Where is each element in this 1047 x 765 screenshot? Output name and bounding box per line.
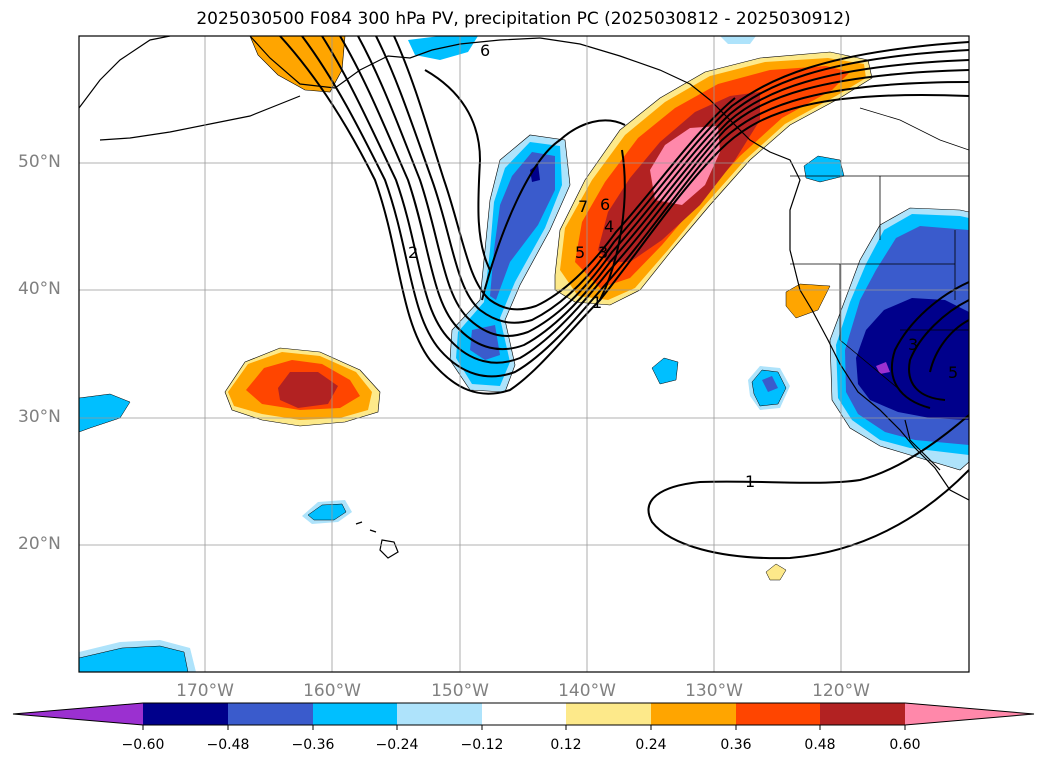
contour-label: 1 bbox=[745, 472, 755, 491]
negative-anomaly-california bbox=[829, 207, 969, 471]
negative-anomaly-bottom-left bbox=[79, 640, 196, 672]
lon-label-140w: 140°W bbox=[558, 681, 616, 701]
contour-label: 1 bbox=[592, 293, 602, 312]
colorbar-tick-label: −0.24 bbox=[375, 737, 419, 753]
contour-label: 4 bbox=[604, 217, 614, 236]
contour-label: 6 bbox=[600, 195, 610, 214]
positive-anomaly-alaska bbox=[249, 36, 346, 93]
lon-label-170w: 170°W bbox=[176, 681, 234, 701]
lat-label-20n: 20°N bbox=[18, 534, 61, 554]
colorbar-tick-label: 0.36 bbox=[720, 737, 752, 753]
lon-label-120w: 120°W bbox=[812, 681, 870, 701]
lat-label-40n: 40°N bbox=[18, 279, 61, 299]
colorbar-extend-low bbox=[13, 703, 143, 725]
colorbar-tick-label: −0.36 bbox=[291, 737, 335, 753]
colorbar-tick-label: −0.12 bbox=[460, 737, 504, 753]
contour-label: 3 bbox=[908, 335, 918, 354]
plot-frame bbox=[78, 35, 970, 673]
contour-label: 5 bbox=[948, 363, 958, 382]
lat-label-30n: 30°N bbox=[18, 407, 61, 427]
pv-contour-labels: 6 2 7 6 5 4 3 1 1 5 3 bbox=[408, 41, 958, 491]
gridlines bbox=[79, 36, 969, 672]
colorbar-tick-label: −0.48 bbox=[206, 737, 250, 753]
lon-label-150w: 150°W bbox=[431, 681, 489, 701]
lat-label-50n: 50°N bbox=[18, 152, 61, 172]
contour-label: 3 bbox=[598, 243, 608, 262]
colorbar-tick-label: −0.60 bbox=[121, 737, 165, 753]
lon-label-130w: 130°W bbox=[685, 681, 743, 701]
lon-label-160w: 160°W bbox=[303, 681, 361, 701]
colorbar-tick-label: 0.12 bbox=[550, 737, 582, 753]
contour-label: 5 bbox=[575, 243, 585, 262]
pv-contours bbox=[279, 36, 969, 560]
colorbar bbox=[12, 702, 1035, 730]
positive-anomaly-subtropical bbox=[224, 347, 381, 427]
negative-anomaly-hawaii bbox=[302, 500, 352, 524]
colorbar-tick-label: 0.60 bbox=[889, 737, 921, 753]
contour-label: 2 bbox=[408, 243, 418, 262]
contour-label: 6 bbox=[480, 41, 490, 60]
coastlines bbox=[79, 36, 969, 559]
negative-anomaly-small-blobs bbox=[651, 155, 845, 410]
contour-label: 7 bbox=[578, 197, 588, 216]
positive-anomaly-small bbox=[765, 283, 831, 581]
colorbar-tick-label: 0.24 bbox=[635, 737, 667, 753]
colorbar-extend-high bbox=[905, 703, 1034, 725]
colorbar-tick-label: 0.48 bbox=[804, 737, 836, 753]
map-title: 2025030500 F084 300 hPa PV, precipitatio… bbox=[196, 9, 851, 29]
